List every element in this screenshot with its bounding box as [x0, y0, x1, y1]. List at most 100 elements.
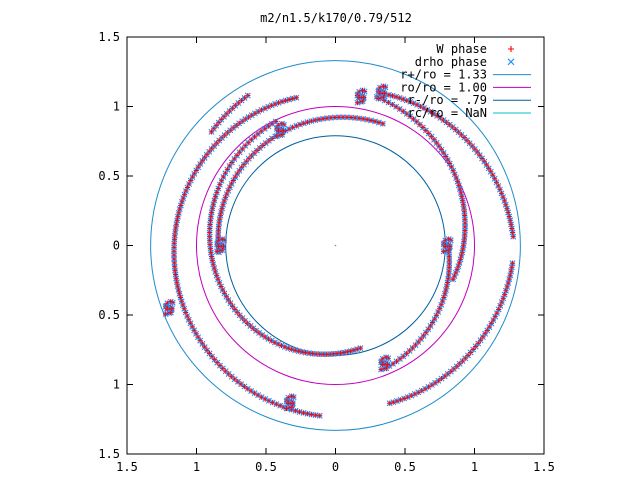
data-point-419: [390, 360, 397, 367]
data-point-95: [238, 381, 245, 388]
legend-label-0: W phase: [436, 42, 487, 56]
data-point-410: [417, 336, 424, 342]
data-point-208: [354, 346, 361, 353]
data-point-245: [489, 172, 496, 179]
data-point-68: [177, 294, 184, 301]
data-point-1: [289, 95, 296, 102]
data-point-507: [354, 99, 361, 106]
data-point-591: [162, 310, 169, 317]
data-point-63: [173, 275, 180, 282]
data-point-302: [238, 164, 245, 171]
data-point-262: [379, 120, 386, 127]
x-tick-label-3: 0: [332, 460, 339, 474]
axis-ticks: 1.5 1 0.5 0 0.5 1 1.51.510.500.511.5: [98, 30, 555, 474]
data-point-126: [242, 142, 249, 149]
data-point-44: [177, 202, 184, 209]
data-point-477: [229, 105, 236, 112]
data-point-441: [479, 334, 486, 341]
data-point-66: [175, 286, 182, 293]
data-point-583: [289, 400, 296, 407]
data-point-426: [505, 280, 512, 287]
data-point-455: [441, 373, 448, 380]
data-point-153: [207, 245, 214, 252]
data-point-527: [280, 127, 287, 134]
data-point-360: [458, 193, 465, 200]
x-tick-label-2: 0.5: [255, 460, 277, 474]
data-point-197: [316, 351, 323, 358]
data-point-417: [396, 355, 403, 362]
data-point-239: [476, 152, 483, 159]
data-point-94: [234, 378, 241, 385]
data-point-82: [201, 344, 208, 351]
data-point-471: [386, 400, 393, 407]
data-point-418: [393, 358, 400, 365]
legend-label-5: rc/ro = NaN: [408, 106, 487, 120]
data-point-117: [272, 118, 279, 125]
data-point-238: [474, 149, 481, 156]
data-point-129: [233, 152, 240, 159]
data-point-14: [245, 114, 252, 121]
legend-label-4: r-/ro = .79: [408, 93, 487, 107]
data-point-511: [359, 87, 366, 94]
data-point-535: [214, 248, 221, 255]
data-point-346: [436, 143, 443, 150]
y-tick-label-5: 1: [113, 378, 120, 392]
data-point-493: [375, 95, 382, 102]
data-point-484: [210, 125, 217, 132]
data-point-524: [279, 131, 286, 138]
data-point-340: [419, 124, 426, 131]
data-point-569: [384, 361, 391, 368]
data-point-408: [422, 329, 429, 336]
data-point-253: [502, 201, 509, 208]
data-point-267: [360, 115, 367, 122]
data-point-139: [213, 189, 220, 196]
data-point-36: [189, 174, 196, 181]
data-point-375: [459, 249, 466, 256]
data-point-45: [176, 206, 183, 213]
data-point-315: [218, 208, 225, 215]
data-point-112: [300, 409, 307, 416]
data-point-212: [393, 93, 400, 100]
data-point-526: [275, 127, 282, 134]
data-point-254: [504, 205, 511, 212]
legend-swatch-0: [508, 46, 514, 52]
data-point-358: [456, 186, 463, 193]
y-tick-label-6: 1.5: [98, 447, 120, 461]
data-point-595: [167, 298, 174, 305]
data-point-430: [500, 295, 507, 302]
chart-title: m2/n1.5/k170/0.79/512: [260, 11, 412, 25]
data-point-567: [383, 354, 390, 361]
data-point-481: [218, 116, 225, 123]
data-point-314: [219, 205, 226, 212]
data-point-383: [450, 276, 457, 283]
data-point-427: [504, 283, 511, 290]
data-point-169: [229, 303, 236, 310]
data-point-299: [245, 155, 252, 162]
data-point-563: [378, 366, 385, 373]
data-point-263: [375, 119, 382, 126]
data-point-345: [433, 139, 440, 146]
y-tick-label-2: 0.5: [98, 169, 120, 183]
data-point-357: [455, 182, 462, 189]
data-point-190: [292, 347, 299, 354]
circle-1: [196, 106, 475, 385]
circle-0: [150, 60, 521, 431]
data-point-512: [356, 94, 363, 101]
data-point-236: [469, 143, 476, 150]
data-point-336: [407, 113, 414, 120]
data-point-334: [400, 108, 407, 115]
legend-swatch-1: [507, 58, 515, 66]
x-tick-label-1: 1: [193, 460, 200, 474]
x-tick-label-0: 1.5: [116, 460, 138, 474]
x-tick-label-4: 0.5: [394, 460, 416, 474]
data-point-521: [273, 133, 280, 140]
data-point-225: [437, 114, 444, 121]
data-point-553: [445, 236, 452, 243]
center-dot: [334, 244, 337, 247]
data-point-510: [359, 98, 366, 105]
legend-label-3: ro/ro = 1.00: [400, 80, 487, 94]
data-point-105: [273, 401, 280, 408]
data-point-415: [403, 350, 410, 357]
